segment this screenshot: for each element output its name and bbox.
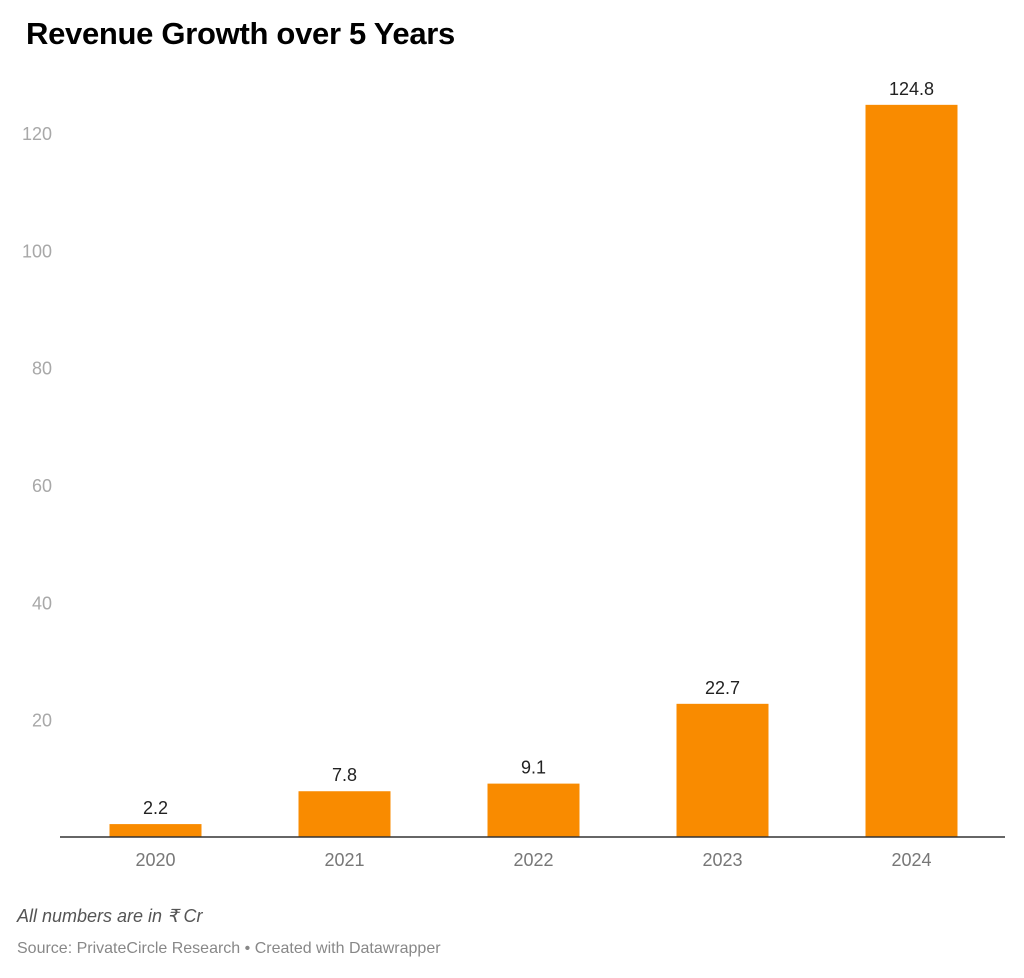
unit-note: All numbers are in ₹ Cr [17, 906, 203, 926]
y-tick-label: 20 [32, 711, 52, 731]
x-tick-label: 2020 [135, 850, 175, 870]
y-tick-label: 40 [32, 593, 52, 613]
bars [109, 104, 958, 838]
source-note: Source: PrivateCircle Research • Created… [17, 940, 441, 957]
data-label: 9.1 [521, 758, 546, 778]
bar-2022 [487, 783, 580, 837]
x-tick-label: 2021 [324, 850, 364, 870]
bar-2021 [298, 791, 391, 837]
x-axis: 2020 2021 2022 2023 2024 [135, 850, 931, 870]
data-labels: 2.2 7.8 9.1 22.7 124.8 [143, 79, 934, 818]
y-tick-label: 80 [32, 359, 52, 379]
data-label: 7.8 [332, 765, 357, 785]
x-tick-label: 2023 [702, 850, 742, 870]
data-label: 124.8 [889, 79, 934, 99]
y-tick-label: 60 [32, 476, 52, 496]
data-label: 22.7 [705, 678, 740, 698]
x-tick-label: 2022 [513, 850, 553, 870]
bar-2023 [676, 703, 769, 837]
y-tick-label: 100 [22, 241, 52, 261]
chart-title: Revenue Growth over 5 Years [26, 16, 455, 51]
x-tick-label: 2024 [891, 850, 931, 870]
bar-2020 [109, 824, 202, 837]
data-label: 2.2 [143, 798, 168, 818]
y-tick-label: 120 [22, 124, 52, 144]
bar-2024 [865, 104, 958, 838]
y-axis: 20 40 60 80 100 120 [22, 124, 52, 731]
